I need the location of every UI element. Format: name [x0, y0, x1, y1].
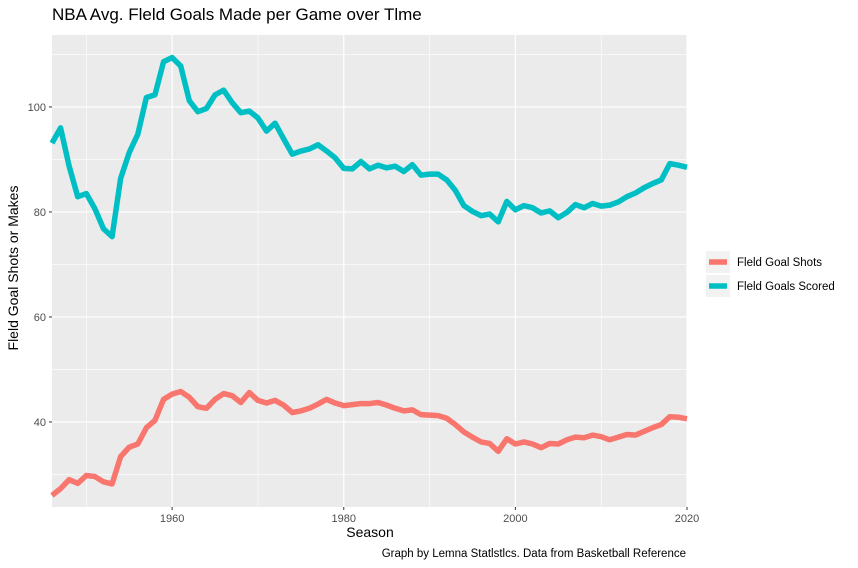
series-line-1 [49, 54, 688, 240]
x-tick-label: 1980 [332, 513, 356, 525]
x-tick-label: 2000 [503, 513, 527, 525]
legend-label-0: Fleld Goal Shots [737, 257, 822, 269]
y-tick-label: 60 [34, 312, 46, 324]
legend-label-1: Fleld Goals Scored [737, 281, 835, 293]
series-lines [49, 54, 688, 498]
grid-minor [52, 35, 687, 507]
legend: Fleld Goal Shots Fleld Goals Scored [706, 251, 835, 297]
y-tick-label: 40 [34, 417, 46, 429]
chart-caption: Graph by Lemna Statlstlcs. Data from Bas… [382, 548, 686, 560]
y-tick-label: 100 [28, 102, 46, 114]
grid-major [52, 35, 688, 507]
x-axis-title: Season [346, 524, 393, 540]
chart-title: NBA Avg. Fleld Goals Made per Game over … [52, 5, 422, 24]
plot-panel [52, 35, 687, 507]
series-line-0 [50, 388, 688, 498]
y-tick-label: 80 [34, 207, 46, 219]
x-axis-ticks: 1960 1980 2000 2020 [160, 507, 699, 525]
y-axis-ticks: 40 60 80 100 [28, 102, 52, 429]
y-axis-title: Fleld Goal Shots or Makes [5, 186, 21, 351]
x-tick-label: 2020 [675, 513, 699, 525]
x-tick-label: 1960 [160, 513, 184, 525]
